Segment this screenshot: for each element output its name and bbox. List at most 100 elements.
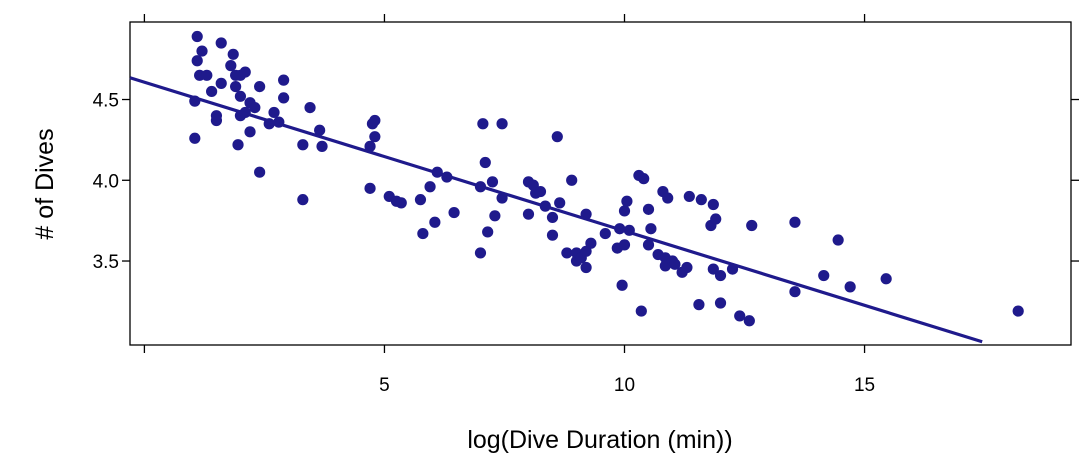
data-point — [580, 261, 592, 274]
data-point — [818, 269, 830, 282]
x-tick-label: 15 — [854, 375, 875, 396]
data-point — [191, 30, 203, 43]
data-point — [546, 229, 559, 241]
data-point — [561, 247, 573, 259]
data-point — [278, 92, 290, 104]
data-point — [304, 101, 316, 114]
x-tick-label: 5 — [379, 375, 390, 396]
data-point — [232, 139, 244, 151]
data-point — [429, 216, 441, 228]
data-point — [616, 279, 628, 291]
data-point — [638, 173, 650, 185]
data-point — [707, 198, 719, 211]
data-point — [714, 269, 727, 282]
data-point — [201, 69, 213, 81]
data-point — [239, 66, 251, 78]
data-point — [489, 210, 501, 222]
data-point — [662, 192, 674, 204]
data-point — [314, 124, 326, 136]
data-point — [369, 114, 381, 127]
data-point — [482, 226, 494, 238]
data-point — [230, 81, 242, 93]
y-axis: 3.5 4.0 4.5 — [93, 91, 1079, 273]
data-point — [844, 281, 856, 293]
data-point — [364, 182, 376, 194]
data-point — [534, 185, 547, 198]
x-tick-label: 10 — [614, 375, 635, 396]
data-point — [486, 176, 499, 188]
data-point — [227, 48, 239, 60]
data-point — [635, 305, 647, 317]
data-point — [880, 273, 892, 285]
data-point — [522, 208, 535, 220]
data-point — [693, 299, 705, 311]
data-point — [789, 216, 801, 228]
data-point — [206, 85, 218, 98]
data-point — [414, 194, 427, 206]
data-point — [191, 55, 203, 67]
x-axis-title: log(Dive Duration (min)) — [467, 426, 732, 454]
x-axis: 5 10 15 — [143, 14, 875, 396]
data-point — [566, 174, 578, 186]
data-point — [585, 237, 597, 249]
data-point — [395, 197, 407, 209]
data-point — [746, 219, 758, 232]
data-point — [278, 74, 290, 86]
data-point — [189, 132, 201, 144]
data-point — [196, 45, 208, 57]
data-point — [642, 203, 655, 215]
data-point — [669, 258, 681, 270]
data-point — [681, 261, 693, 274]
data-point — [695, 194, 707, 206]
data-point — [215, 37, 227, 49]
data-point — [210, 114, 223, 127]
data-point — [734, 310, 746, 322]
data-point — [621, 195, 633, 207]
data-point — [599, 227, 611, 240]
plot-frame — [129, 21, 1072, 346]
data-point — [417, 227, 429, 240]
data-point — [546, 211, 559, 224]
y-tick-label: 4.0 — [93, 171, 119, 192]
data-points — [189, 30, 1024, 327]
data-point — [580, 245, 592, 257]
data-point — [645, 223, 657, 235]
data-point — [215, 77, 227, 89]
data-point — [234, 90, 247, 102]
data-point — [474, 247, 487, 259]
regression-line — [129, 76, 983, 344]
data-point — [743, 315, 755, 327]
data-point — [479, 156, 491, 169]
data-point — [364, 140, 376, 152]
data-point — [477, 118, 489, 130]
data-point — [551, 131, 563, 143]
data-point — [1012, 305, 1024, 317]
data-point — [316, 140, 328, 152]
data-point — [244, 126, 256, 138]
data-point — [710, 213, 722, 225]
data-point — [448, 206, 460, 219]
y-axis-title: # of Dives — [31, 128, 59, 239]
data-point — [254, 166, 266, 178]
y-tick-label: 4.5 — [93, 91, 119, 112]
data-point — [225, 60, 237, 72]
data-point — [369, 131, 381, 143]
data-point — [249, 101, 261, 114]
data-point — [714, 297, 727, 309]
data-point — [789, 286, 801, 298]
data-point — [297, 139, 309, 151]
data-point — [424, 181, 436, 193]
data-point — [554, 197, 566, 209]
y-tick-label: 3.5 — [93, 252, 119, 273]
data-point — [618, 239, 631, 251]
data-point — [297, 194, 309, 206]
data-point — [683, 190, 695, 203]
data-point — [254, 81, 266, 93]
data-point — [707, 263, 719, 275]
data-point — [496, 118, 508, 130]
data-point — [642, 239, 655, 251]
data-point — [832, 234, 844, 246]
data-point — [618, 205, 631, 217]
data-point — [268, 106, 280, 119]
